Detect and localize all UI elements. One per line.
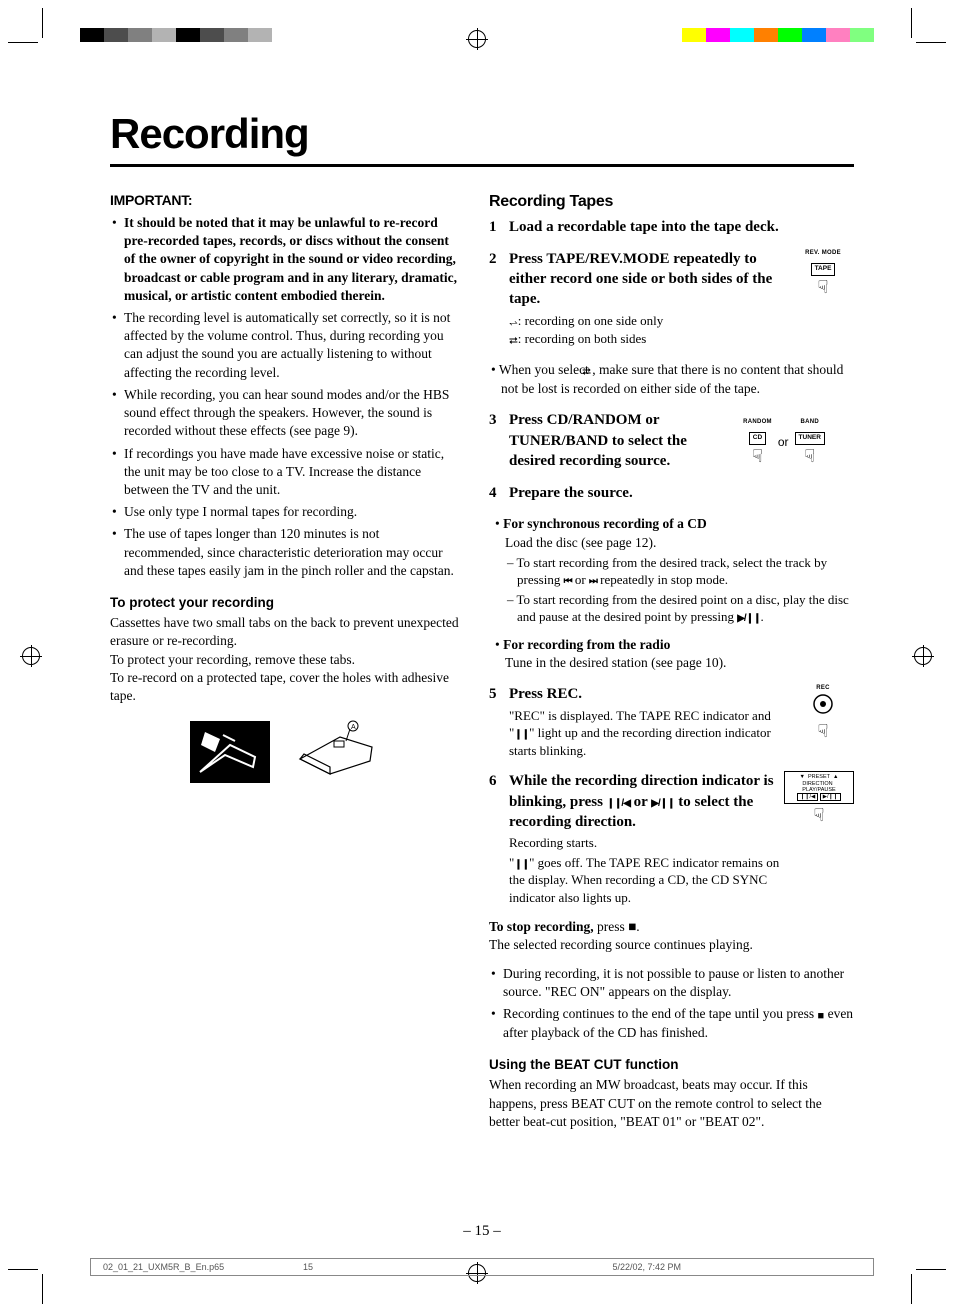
bullet-item: Recording continues to the end of the ta… xyxy=(503,1005,854,1042)
body-text: To protect your recording, remove these … xyxy=(110,651,461,669)
step-4: 4 Prepare the source. xyxy=(489,483,854,503)
stop-recording-text: To stop recording, press ■. The selected… xyxy=(489,918,854,954)
crop-mark xyxy=(42,8,43,38)
radio-note: • For recording from the radio Tune in t… xyxy=(493,636,854,672)
beat-cut-heading: Using the BEAT CUT function xyxy=(489,1056,854,1074)
step-2: 2 Press TAPE/REV.MODE repeatedly to eith… xyxy=(489,249,854,349)
bullet-item: Use only type I normal tapes for recordi… xyxy=(124,503,461,521)
crop-mark xyxy=(8,42,38,43)
crop-mark xyxy=(911,8,912,38)
hand-press-icon: ☟ xyxy=(743,447,772,465)
left-column: IMPORTANT: It should be noted that it ma… xyxy=(110,187,461,1131)
crop-mark xyxy=(42,1274,43,1304)
body-text: To re-record on a protected tape, cover … xyxy=(110,669,461,705)
page-number: – 15 – xyxy=(110,1223,854,1240)
both-sides-icon: ⮂ xyxy=(509,334,518,349)
recording-tapes-heading: Recording Tapes xyxy=(489,191,854,213)
cd-sync-note: • For synchronous recording of a CD Load… xyxy=(493,515,854,626)
note-text: • When you select ⮂, make sure that ther… xyxy=(489,361,854,398)
protect-heading: To protect your recording xyxy=(110,594,461,612)
play-pause-icon: ▶/❙❙ xyxy=(737,613,760,624)
svg-text:A: A xyxy=(351,724,356,731)
page-title: Recording xyxy=(110,110,854,158)
step-1: 1 Load a recordable tape into the tape d… xyxy=(489,217,854,237)
step-5: 5 Press REC. "REC" is displayed. The TAP… xyxy=(489,684,854,759)
bullet-item: The use of tapes longer than 120 minutes… xyxy=(124,525,461,580)
step-6: 6 While the recording direction indicato… xyxy=(489,771,854,906)
hand-press-icon: ☟ xyxy=(784,806,854,824)
tape-rev-mode-button-icon: REV. MODE TAPE ☟ xyxy=(792,249,854,296)
print-footer: 02_01_21_UXM5R_B_En.p65 15 5/22/02, 7:42… xyxy=(90,1258,874,1276)
prev-track-icon: ⏮ xyxy=(564,576,572,587)
registration-mark-icon xyxy=(466,28,488,50)
bullet-item: If recordings you have made have excessi… xyxy=(124,445,461,500)
hand-press-icon: ☟ xyxy=(795,447,825,465)
hand-press-icon: ☟ xyxy=(792,722,854,740)
crop-mark xyxy=(8,1269,38,1270)
right-column: Recording Tapes 1 Load a recordable tape… xyxy=(489,187,854,1131)
body-text: Cassettes have two small tabs on the bac… xyxy=(110,614,461,650)
important-heading: IMPORTANT: xyxy=(110,191,461,210)
bullet-item: During recording, it is not possible to … xyxy=(503,965,854,1001)
printer-colorbar-color xyxy=(682,28,874,42)
crop-mark xyxy=(916,42,946,43)
rec-button-icon: REC ☟ xyxy=(792,684,854,739)
cassette-break-tab-icon xyxy=(190,721,270,783)
bullet-item: It should be noted that it may be unlawf… xyxy=(124,214,461,305)
title-rule xyxy=(110,164,854,167)
body-text: When recording an MW broadcast, beats ma… xyxy=(489,1076,854,1131)
pause-icon: ❙❙ xyxy=(514,729,529,740)
next-track-icon: ⏭ xyxy=(589,576,597,587)
direction-preset-button-icon: ▼ PRESET ▲ DIRECTION PLAY/PAUSE ❙❙/◀ ▶/❙… xyxy=(784,771,854,823)
pause-icon: ❙❙ xyxy=(514,859,529,870)
cassette-tape-cover-icon: A xyxy=(290,719,380,784)
one-side-icon: ⥋ xyxy=(509,316,518,331)
hand-press-icon: ☟ xyxy=(792,278,854,296)
bullet-item: The recording level is automatically set… xyxy=(124,309,461,382)
cd-tuner-buttons-icon: RANDOM CD ☟ or BAND TUNER ☟ xyxy=(714,410,854,465)
registration-mark-icon xyxy=(20,645,42,667)
cassette-figure: A xyxy=(110,719,461,784)
step-3: 3 Press CD/RANDOM or TUNER/BAND to selec… xyxy=(489,410,854,471)
printer-colorbar-gray xyxy=(80,28,272,42)
crop-mark xyxy=(911,1274,912,1304)
registration-mark-icon xyxy=(912,645,934,667)
bullet-item: While recording, you can hear sound mode… xyxy=(124,386,461,441)
crop-mark xyxy=(916,1269,946,1270)
